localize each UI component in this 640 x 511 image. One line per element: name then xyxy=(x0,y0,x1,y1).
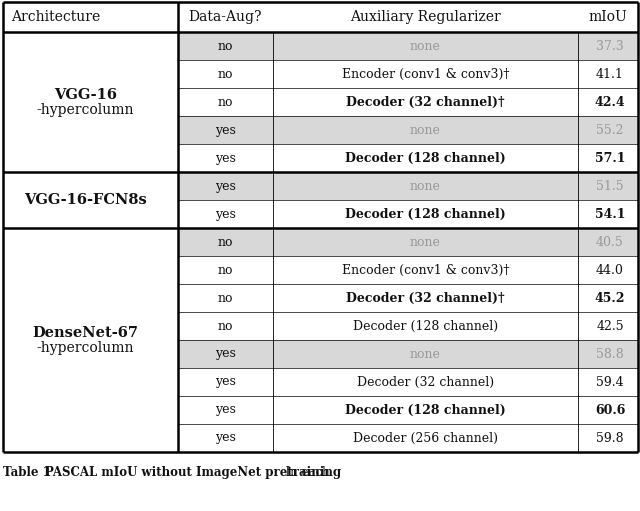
Text: no: no xyxy=(218,39,233,53)
Text: no: no xyxy=(218,264,233,276)
Bar xyxy=(3,200,178,228)
Text: Encoder (conv1 & conv3)†: Encoder (conv1 & conv3)† xyxy=(342,67,509,81)
Text: 42.4: 42.4 xyxy=(595,96,625,108)
Text: -hypercolumn: -hypercolumn xyxy=(36,341,134,355)
Text: Decoder (32 channel): Decoder (32 channel) xyxy=(357,376,494,388)
Text: Decoder (128 channel): Decoder (128 channel) xyxy=(345,151,506,165)
Text: -hypercolumn: -hypercolumn xyxy=(36,103,134,117)
Bar xyxy=(3,32,638,60)
Text: Data-Aug?: Data-Aug? xyxy=(189,10,262,24)
Bar xyxy=(3,284,178,312)
Bar xyxy=(3,312,178,340)
Text: DenseNet-67: DenseNet-67 xyxy=(33,326,138,340)
Bar xyxy=(3,172,638,200)
Text: 51.5: 51.5 xyxy=(596,179,624,193)
Text: 59.8: 59.8 xyxy=(596,431,624,445)
Bar xyxy=(3,116,638,144)
Text: Decoder (128 channel): Decoder (128 channel) xyxy=(345,207,506,221)
Text: yes: yes xyxy=(215,151,236,165)
Bar xyxy=(3,144,638,172)
Bar xyxy=(3,32,178,60)
Text: Decoder (128 channel): Decoder (128 channel) xyxy=(353,319,498,333)
Bar xyxy=(3,256,178,284)
Text: mIoU: mIoU xyxy=(589,10,627,24)
Text: yes: yes xyxy=(215,404,236,416)
Text: yes: yes xyxy=(215,207,236,221)
Bar xyxy=(3,88,178,116)
Bar xyxy=(3,88,638,116)
Text: PASCAL mIoU without ImageNet pretraining: PASCAL mIoU without ImageNet pretraining xyxy=(45,466,341,479)
Bar xyxy=(3,396,638,424)
Text: Architecture: Architecture xyxy=(11,10,100,24)
Text: 59.4: 59.4 xyxy=(596,376,624,388)
Text: yes: yes xyxy=(215,376,236,388)
Bar xyxy=(3,60,178,88)
Text: no: no xyxy=(218,96,233,108)
Bar xyxy=(3,228,178,256)
Text: none: none xyxy=(410,236,441,248)
Bar xyxy=(3,60,638,88)
Text: no: no xyxy=(218,319,233,333)
Bar xyxy=(3,368,638,396)
Text: 42.5: 42.5 xyxy=(596,319,624,333)
Text: VGG-16-FCN8s: VGG-16-FCN8s xyxy=(24,193,147,207)
Text: yes: yes xyxy=(215,179,236,193)
Text: Decoder (32 channel)†: Decoder (32 channel)† xyxy=(346,291,505,305)
Text: VGG-16: VGG-16 xyxy=(54,88,117,102)
Text: 54.1: 54.1 xyxy=(595,207,625,221)
Text: Encoder (conv1 & conv3)†: Encoder (conv1 & conv3)† xyxy=(342,264,509,276)
Text: 37.3: 37.3 xyxy=(596,39,624,53)
Text: no: no xyxy=(218,236,233,248)
Bar xyxy=(3,116,178,144)
Text: Auxiliary Regularizer: Auxiliary Regularizer xyxy=(350,10,501,24)
Bar xyxy=(3,2,638,32)
Text: none: none xyxy=(410,124,441,136)
Text: no: no xyxy=(218,291,233,305)
Text: yes: yes xyxy=(215,124,236,136)
Text: 55.2: 55.2 xyxy=(596,124,624,136)
Bar xyxy=(3,256,638,284)
Bar xyxy=(3,312,638,340)
Bar xyxy=(3,144,178,172)
Text: yes: yes xyxy=(215,431,236,445)
Text: 41.1: 41.1 xyxy=(596,67,624,81)
Bar xyxy=(3,396,178,424)
Text: 60.6: 60.6 xyxy=(595,404,625,416)
Text: 40.5: 40.5 xyxy=(596,236,624,248)
Text: Decoder (128 channel): Decoder (128 channel) xyxy=(345,404,506,416)
Bar xyxy=(3,200,638,228)
Text: 45.2: 45.2 xyxy=(595,291,625,305)
Text: In each: In each xyxy=(278,466,330,479)
Text: none: none xyxy=(410,39,441,53)
Bar xyxy=(3,424,638,452)
Text: none: none xyxy=(410,179,441,193)
Text: Decoder (256 channel): Decoder (256 channel) xyxy=(353,431,498,445)
Bar xyxy=(3,340,638,368)
Text: Table 1: Table 1 xyxy=(3,466,59,479)
Text: none: none xyxy=(410,347,441,360)
Text: 44.0: 44.0 xyxy=(596,264,624,276)
Text: yes: yes xyxy=(215,347,236,360)
Text: 57.1: 57.1 xyxy=(595,151,625,165)
Text: no: no xyxy=(218,67,233,81)
Text: 58.8: 58.8 xyxy=(596,347,624,360)
Bar xyxy=(3,172,178,200)
Bar xyxy=(3,228,638,256)
Bar xyxy=(3,284,638,312)
Text: Decoder (32 channel)†: Decoder (32 channel)† xyxy=(346,96,505,108)
Bar xyxy=(3,368,178,396)
Bar xyxy=(3,340,178,368)
Bar xyxy=(3,424,178,452)
